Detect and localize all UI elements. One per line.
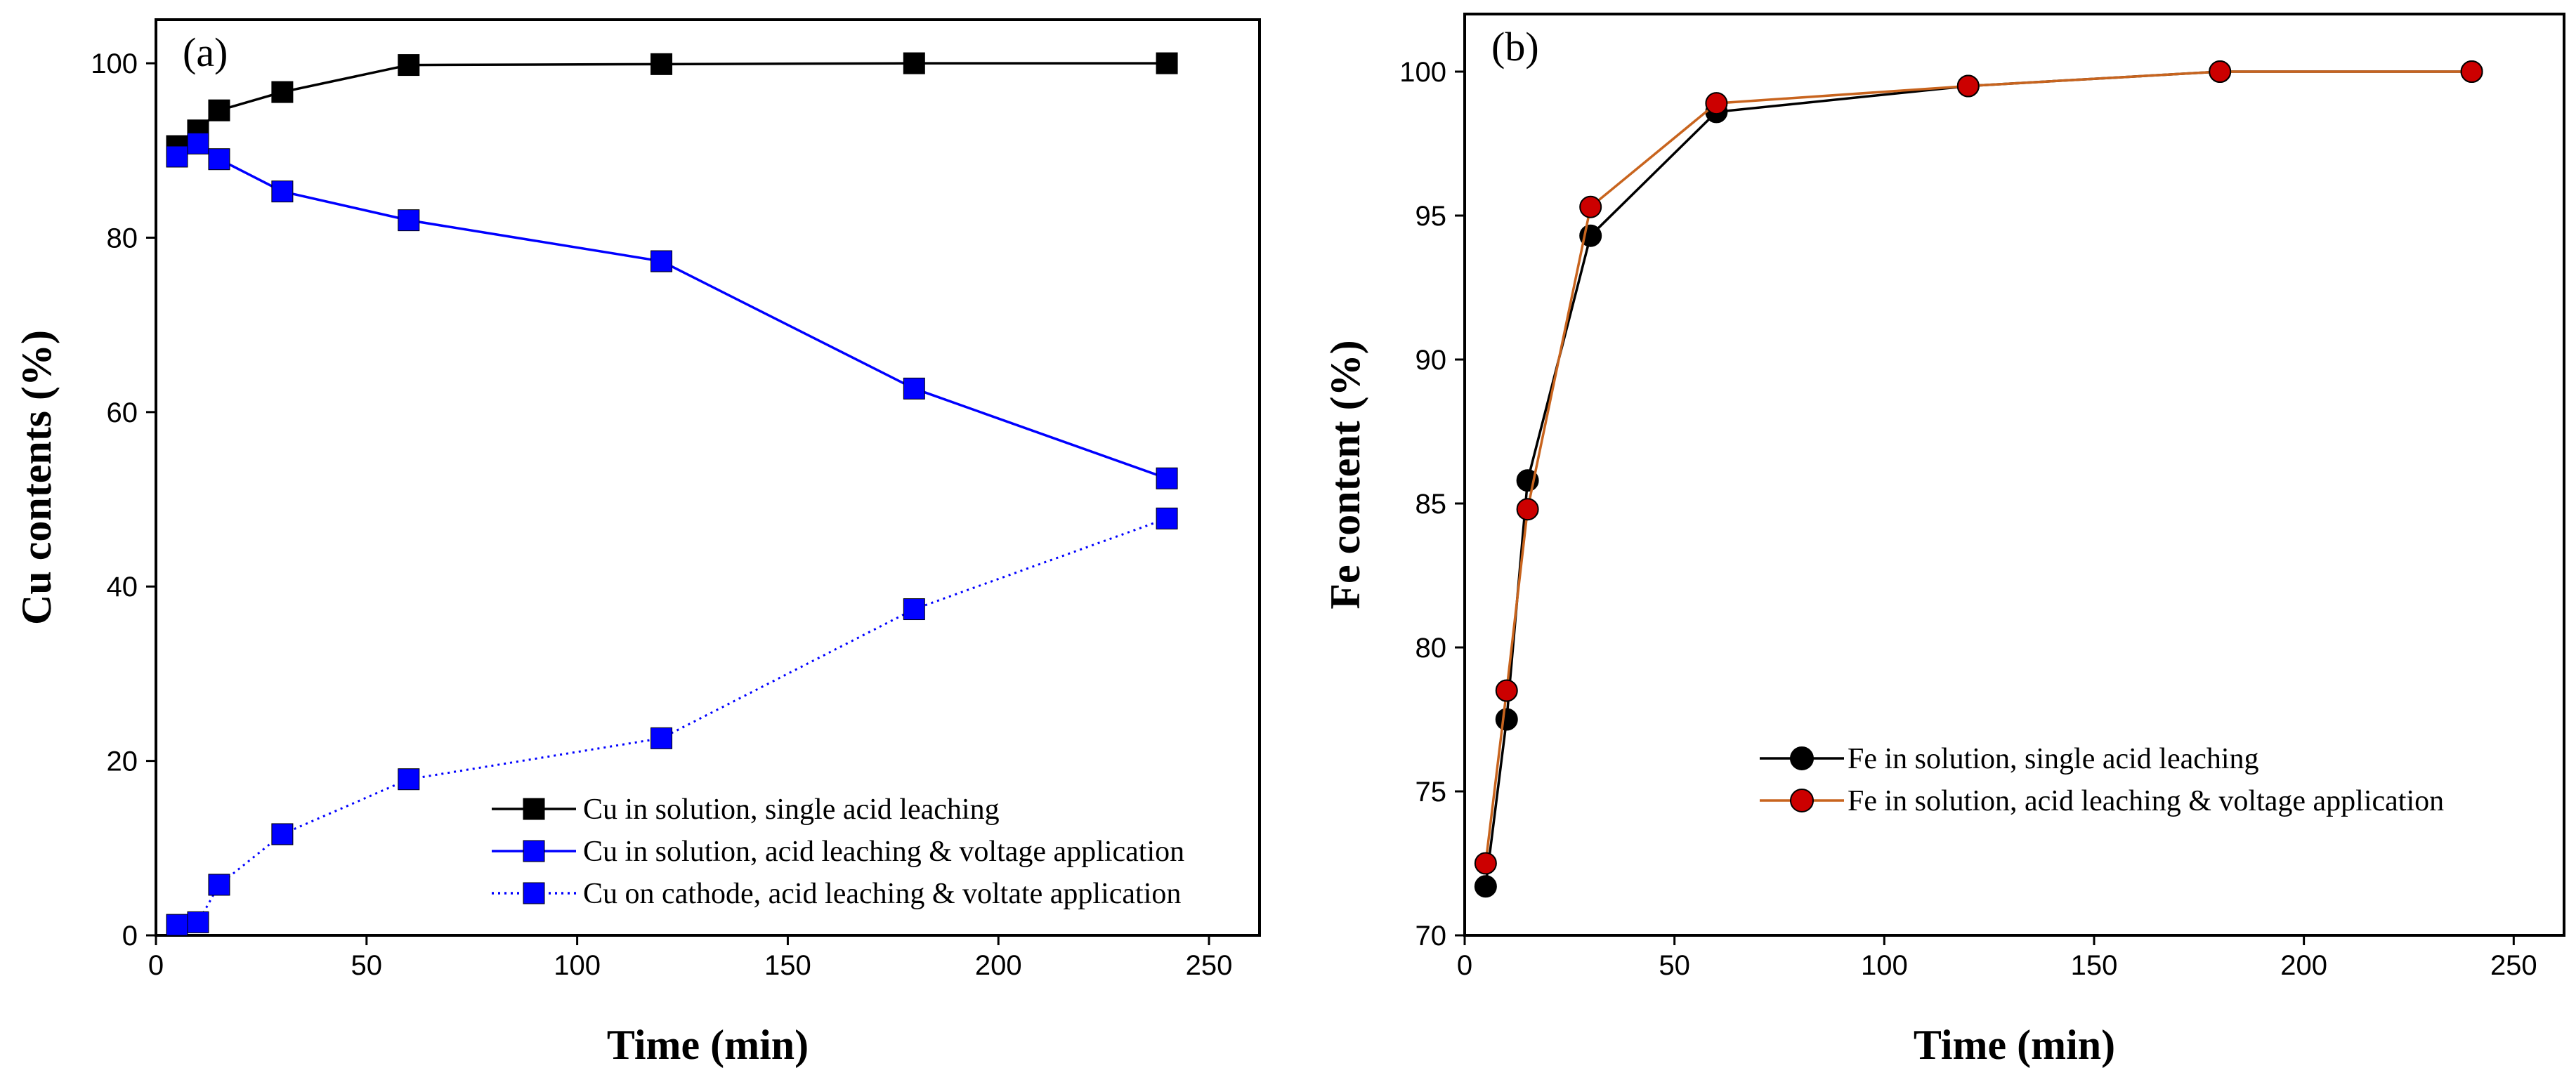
panel-a-series-cu-on-cathode-acid-leaching-voltate-application-point bbox=[187, 911, 209, 933]
panel-a-series-cu-in-solution-acid-leaching-voltage-application-point bbox=[903, 377, 925, 400]
panel-b-y-axis-title: Fe content (%) bbox=[1322, 340, 1368, 609]
panel-a-series-cu-in-solution-single-acid-leaching bbox=[166, 52, 1178, 157]
panel-a-x-tick-label: 0 bbox=[148, 950, 164, 981]
panel-b-x-tick-label: 150 bbox=[2071, 950, 2118, 981]
panel-b-series-fe-in-solution-single-acid-leaching-point bbox=[1495, 708, 1518, 731]
panel-a-series-cu-in-solution-acid-leaching-voltage-application-point bbox=[1156, 467, 1178, 489]
panel-b-x-tick-label: 0 bbox=[1457, 950, 1472, 981]
panel-b-legend-label: Fe in solution, acid leaching & voltage … bbox=[1848, 785, 2444, 817]
panel-a-series-cu-on-cathode-acid-leaching-voltate-application-point bbox=[271, 823, 294, 845]
panel-b-x-tick-label: 250 bbox=[2490, 950, 2537, 981]
panel-a-series-cu-in-solution-single-acid-leaching-point bbox=[398, 54, 420, 77]
panel-b-series-fe-in-solution-acid-leaching-voltage-application-point bbox=[1956, 74, 1980, 98]
panel-a-series-cu-in-solution-acid-leaching-voltage-application-point bbox=[271, 180, 294, 203]
panel-a-series-cu-in-solution-single-acid-leaching-point bbox=[903, 52, 925, 74]
panel-a-series-cu-on-cathode-acid-leaching-voltate-application-point bbox=[903, 598, 925, 621]
panel-b-series-fe-in-solution-acid-leaching-voltage-application-point bbox=[1579, 195, 1602, 218]
panel-a-y-axis-title: Cu contents (%) bbox=[13, 330, 60, 625]
panel-a-x-tick-label: 250 bbox=[1186, 950, 1233, 981]
panel-a-y-tick-label: 20 bbox=[107, 746, 138, 777]
panel-a-legend-marker bbox=[523, 798, 545, 820]
panel-b-y-tick-label: 70 bbox=[1416, 921, 1447, 951]
panel-a-series-cu-on-cathode-acid-leaching-voltate-application-point bbox=[1156, 507, 1178, 529]
panel-a-series-cu-in-solution-single-acid-leaching-point bbox=[650, 53, 673, 75]
panel-a-series-cu-in-solution-acid-leaching-voltage-application-point bbox=[208, 148, 230, 171]
panel-b-x-tick-label: 50 bbox=[1659, 950, 1690, 981]
panel-a-legend-marker bbox=[523, 882, 545, 904]
panel-a-y-tick-label: 40 bbox=[107, 572, 138, 602]
panel-a-y-tick-label: 0 bbox=[122, 921, 138, 951]
panel-b-series-fe-in-solution-acid-leaching-voltage-application-point bbox=[1474, 852, 1497, 875]
panel-b-y-tick-label: 100 bbox=[1399, 57, 1446, 88]
panel-a-x-tick-label: 100 bbox=[554, 950, 601, 981]
panel-b-legend-marker bbox=[1790, 789, 1814, 812]
panel-b-series-fe-in-solution-single-acid-leaching-point bbox=[1474, 875, 1497, 898]
panel-b-x-tick-label: 100 bbox=[1861, 950, 1908, 981]
panel-a-series-cu-in-solution-acid-leaching-voltage-application-point bbox=[398, 209, 420, 232]
panel-a-series-cu-in-solution-single-acid-leaching-point bbox=[1156, 52, 1178, 74]
panel-b-legend-label: Fe in solution, single acid leaching bbox=[1848, 743, 2259, 775]
panel-a-series-cu-on-cathode-acid-leaching-voltate-application-point bbox=[166, 914, 188, 936]
panel-b-y-tick-label: 85 bbox=[1416, 489, 1447, 520]
panel-b-series-fe-in-solution-acid-leaching-voltage-application-line bbox=[1484, 70, 2472, 864]
panel-a-plot-frame bbox=[155, 18, 1261, 937]
panel-a-series-cu-on-cathode-acid-leaching-voltate-application-point bbox=[208, 874, 230, 896]
panel-b-plot-frame bbox=[1463, 13, 2565, 937]
panel-a-y-tick-label: 60 bbox=[107, 397, 138, 428]
panel-a-series-cu-in-solution-acid-leaching-voltage-application-point bbox=[166, 145, 188, 168]
panel-b-x-tick-label: 200 bbox=[2280, 950, 2327, 981]
panel-b-legend-marker bbox=[1790, 746, 1814, 770]
panel-b-series-fe-in-solution-acid-leaching-voltage-application-point bbox=[2209, 60, 2232, 83]
panel-a-legend-label: Cu on cathode, acid leaching & voltate a… bbox=[583, 878, 1181, 910]
panel-a-legend-marker bbox=[523, 840, 545, 862]
panel-a-y-tick-label: 80 bbox=[107, 223, 138, 253]
panel-b-y-tick-label: 80 bbox=[1416, 633, 1447, 664]
panel-b-x-axis-title: Time (min) bbox=[1914, 1022, 2115, 1068]
panel-a-legend-label: Cu in solution, acid leaching & voltage … bbox=[583, 836, 1184, 868]
panel-a-series-cu-in-solution-acid-leaching-voltage-application-point bbox=[650, 250, 673, 272]
chart-panel-b: 0 50 100 150 200 250 70 75 80 85 90 95 100 Time (min)… bbox=[1322, 13, 2565, 1068]
panel-a-panel-label: (a) bbox=[183, 29, 228, 75]
panel-b-y-tick-label: 90 bbox=[1416, 345, 1447, 376]
panel-b-series-fe-in-solution-acid-leaching-voltage-application-point bbox=[2460, 60, 2483, 83]
panel-b-y-tick-label: 95 bbox=[1416, 201, 1447, 232]
panel-a-y-tick-label: 100 bbox=[91, 48, 138, 79]
panel-a-series-cu-in-solution-single-acid-leaching-line bbox=[176, 62, 1168, 147]
panel-a-series-cu-in-solution-single-acid-leaching-point bbox=[271, 81, 294, 103]
panel-a-series-cu-in-solution-single-acid-leaching-point bbox=[208, 99, 230, 121]
panel-b-series-fe-in-solution-acid-leaching-voltage-application-point bbox=[1516, 498, 1539, 521]
panel-b-series-fe-in-solution-acid-leaching-voltage-application-point bbox=[1705, 92, 1728, 115]
panel-a-x-axis-title: Time (min) bbox=[607, 1022, 809, 1068]
panel-a-series-cu-on-cathode-acid-leaching-voltate-application bbox=[166, 507, 1178, 936]
panel-b-y-tick-label: 75 bbox=[1416, 777, 1447, 808]
panel-b-series-fe-in-solution-acid-leaching-voltage-application bbox=[1474, 60, 2483, 875]
panel-a-series-cu-on-cathode-acid-leaching-voltate-application-point bbox=[650, 727, 673, 749]
panel-b-panel-label: (b) bbox=[1491, 24, 1539, 70]
panel-b-series-fe-in-solution-acid-leaching-voltage-application-point bbox=[1495, 679, 1518, 702]
panel-a-series-cu-in-solution-acid-leaching-voltage-application bbox=[166, 132, 1178, 489]
panel-a-series-cu-in-solution-acid-leaching-voltage-application-line bbox=[176, 142, 1168, 480]
panel-a-legend-label: Cu in solution, single acid leaching bbox=[583, 793, 1000, 826]
panel-a-x-tick-label: 200 bbox=[975, 950, 1022, 981]
panel-a-series-cu-in-solution-acid-leaching-voltage-application-point bbox=[187, 132, 209, 154]
panel-a-x-tick-label: 150 bbox=[764, 950, 811, 981]
panel-a-series-cu-on-cathode-acid-leaching-voltate-application-point bbox=[398, 768, 420, 791]
panel-a-x-tick-label: 50 bbox=[351, 950, 383, 981]
chart-panel-a: 0 50 100 150 200 250 0 20 40 60 80 100 Time (min) Cu … bbox=[13, 18, 1261, 1068]
